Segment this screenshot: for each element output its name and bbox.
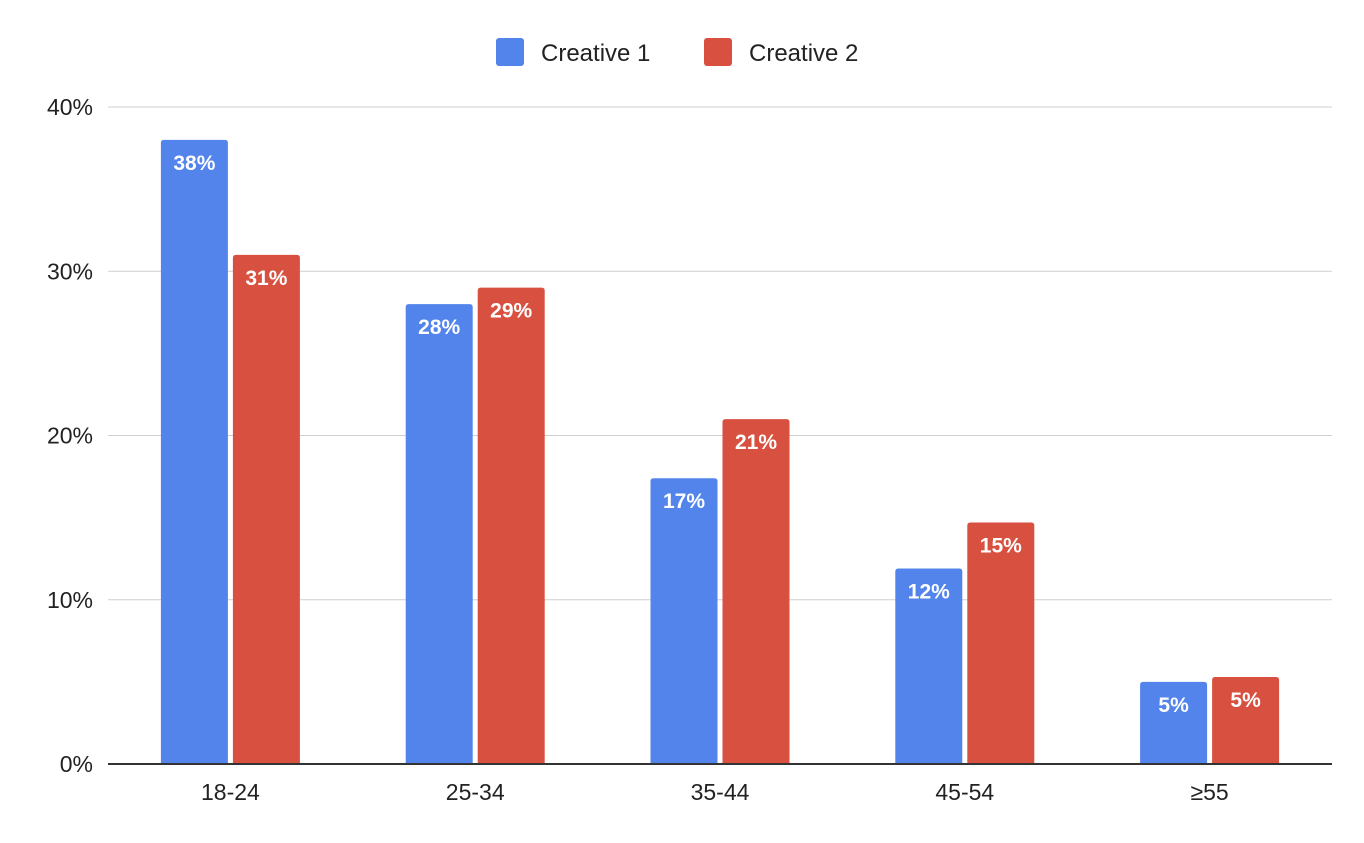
data-label-creative-1-35-44: 17%: [663, 490, 705, 513]
x-tick-label: 18-24: [201, 779, 260, 805]
bar-creative-2-55: [1212, 676, 1280, 764]
bar-creative-1-35-44: [650, 478, 718, 764]
y-tick-label: 40%: [47, 94, 93, 120]
data-label-creative-2-55: 5%: [1230, 689, 1261, 712]
axes: 0% 10% 20% 30% 40% 18-24 25-34 35-44 45-54 ≥55: [47, 94, 1332, 805]
data-label-creative-1-45-54: 12%: [908, 581, 950, 604]
bar-creative-1-45-54: [895, 568, 963, 764]
bar-creative-2-25-34: [477, 287, 545, 764]
data-label-creative-2-25-34: 29%: [490, 300, 532, 323]
legend-label-creative-1: Creative 1: [541, 40, 650, 67]
data-label-creative-1-18-24: 38%: [173, 152, 215, 175]
legend: Creative 1 Creative 2: [496, 38, 858, 67]
data-label-creative-1-25-34: 28%: [418, 316, 460, 339]
data-label-creative-2-45-54: 15%: [980, 535, 1022, 558]
bar-creative-1-55: [1140, 681, 1208, 764]
x-tick-label: 45-54: [935, 779, 994, 805]
y-tick-label: 30%: [47, 258, 93, 284]
legend-label-creative-2: Creative 2: [749, 40, 858, 67]
data-label-creative-1-55: 5%: [1158, 694, 1189, 717]
legend-swatch-creative-1: [496, 38, 524, 66]
bar-creative-1-18-24: [160, 139, 228, 765]
bar-creative-1-25-34: [405, 304, 473, 764]
data-label-creative-2-35-44: 21%: [735, 431, 777, 454]
gridlines: [108, 106, 1332, 601]
x-tick-label: ≥55: [1190, 779, 1228, 805]
y-tick-label: 10%: [47, 587, 93, 613]
bars: 38% 31% 28% 29% 17% 21% 12% 15% 5% 5%: [160, 139, 1280, 765]
y-tick-label: 20%: [47, 423, 93, 449]
y-tick-label: 0%: [60, 751, 93, 777]
x-tick-label: 35-44: [691, 779, 750, 805]
bar-creative-2-45-54: [967, 522, 1035, 764]
data-label-creative-2-18-24: 31%: [245, 267, 287, 290]
bar-creative-2-35-44: [722, 419, 790, 764]
bar-creative-2-18-24: [232, 254, 300, 764]
x-tick-label: 25-34: [446, 779, 505, 805]
legend-swatch-creative-2: [704, 38, 732, 66]
